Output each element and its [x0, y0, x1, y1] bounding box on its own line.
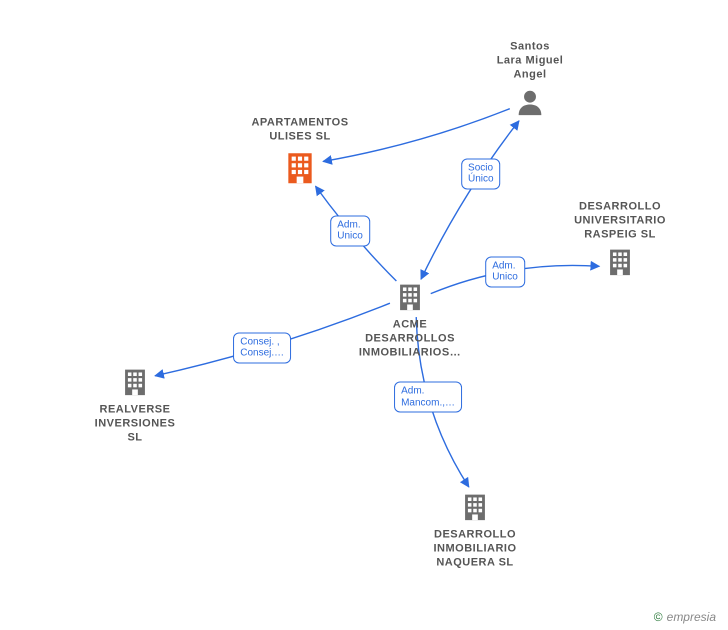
- edge-label[interactable]: Adm. Unico: [330, 215, 370, 246]
- diagram-canvas: APARTAMENTOSULISES SL SantosLara MiguelA…: [0, 0, 728, 630]
- company-node[interactable]: ACMEDESARROLLOSINMOBILIARIOS…: [340, 280, 480, 359]
- node-label: REALVERSEINVERSIONESSL: [65, 403, 205, 444]
- node-label: SantosLara MiguelAngel: [460, 40, 600, 81]
- node-label: DESARROLLOUNIVERSITARIORASPEIG SL: [550, 200, 690, 241]
- building-icon: [230, 148, 370, 188]
- edge-label[interactable]: A… Único: [390, 200, 449, 220]
- person-icon: [460, 86, 600, 120]
- building-icon: [405, 490, 545, 524]
- building-icon: [550, 246, 690, 280]
- person-node[interactable]: SantosLara MiguelAngel: [460, 40, 600, 119]
- building-icon: [65, 365, 205, 399]
- watermark: © empresia: [654, 610, 716, 624]
- edge-label[interactable]: Adm. Unico: [485, 256, 525, 287]
- company-node[interactable]: DESARROLLOINMOBILIARIONAQUERA SL: [405, 490, 545, 569]
- copyright-symbol: ©: [654, 610, 663, 624]
- company-node[interactable]: REALVERSEINVERSIONESSL: [65, 365, 205, 444]
- node-label: ACMEDESARROLLOSINMOBILIARIOS…: [340, 318, 480, 359]
- building-icon: [340, 280, 480, 314]
- edge-label[interactable]: Socio Único: [461, 158, 501, 189]
- edge-label[interactable]: Consej. , Consej.…: [233, 332, 291, 363]
- company-node[interactable]: DESARROLLOUNIVERSITARIORASPEIG SL: [550, 200, 690, 279]
- node-label: APARTAMENTOSULISES SL: [230, 116, 370, 144]
- node-label: DESARROLLOINMOBILIARIONAQUERA SL: [405, 528, 545, 569]
- company-node[interactable]: APARTAMENTOSULISES SL: [230, 116, 370, 188]
- edge-label[interactable]: Adm. Mancom.,…: [394, 382, 462, 413]
- watermark-text: empresia: [667, 610, 716, 624]
